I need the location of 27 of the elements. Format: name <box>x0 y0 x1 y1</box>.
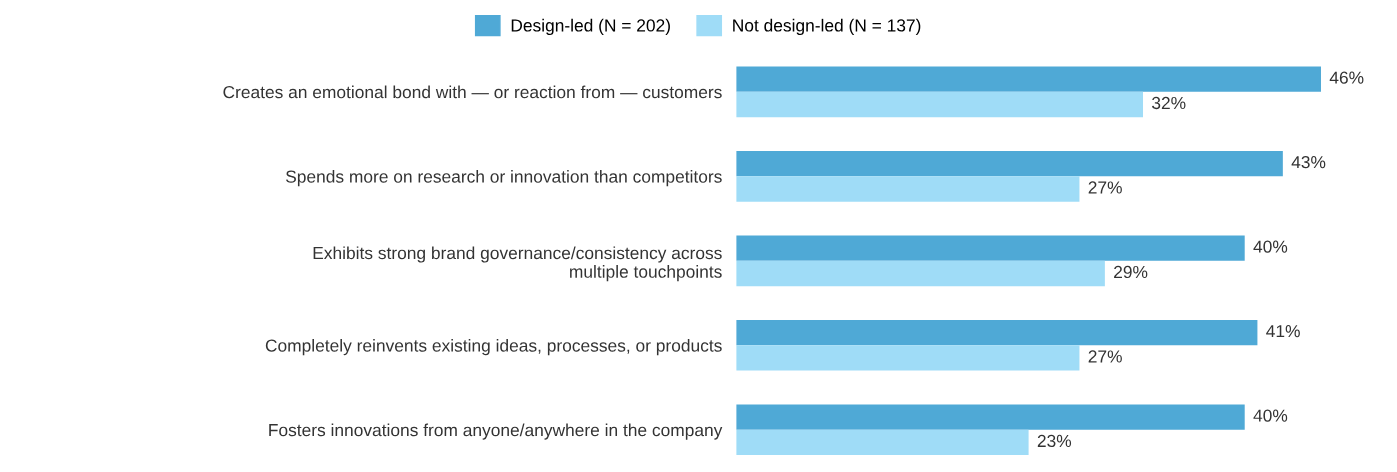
data-label: 43% <box>1291 155 1326 169</box>
legend-label: Design-led (N = 202) <box>511 18 670 36</box>
bar <box>736 345 1080 371</box>
bar <box>736 404 1245 430</box>
bar <box>736 235 1245 261</box>
legend-label: Not design-led (N = 137) <box>733 18 921 36</box>
data-label: 41% <box>1266 325 1300 338</box>
data-label: 23% <box>1037 434 1072 448</box>
y-tick-label: Exhibits strong brand governance/consistency across multiple touchpoints <box>313 246 722 282</box>
bar <box>736 319 1258 346</box>
data-label: 40% <box>1253 409 1288 422</box>
data-label: 40% <box>1253 240 1288 253</box>
y-tick-label: Fosters innovations from anyone/anywhere in the company <box>269 423 723 440</box>
y-tick-label: Creates an emotional bond with — or reaction from — customers <box>223 85 722 99</box>
bar <box>736 429 1029 456</box>
bar <box>736 260 1105 287</box>
data-label: 46% <box>1329 71 1364 84</box>
data-label: 29% <box>1114 265 1148 279</box>
data-label: 32% <box>1152 96 1186 110</box>
data-label: 27% <box>1088 350 1122 363</box>
data-label: 27% <box>1088 181 1122 194</box>
y-tick-label: Spends more on research or innovation than competitors <box>285 170 722 187</box>
bar <box>736 91 1144 118</box>
bar <box>736 176 1080 202</box>
bar <box>736 66 1321 92</box>
y-tick-label: Completely reinvents existing ideas, processes, or products <box>265 338 722 356</box>
bar <box>736 150 1283 177</box>
